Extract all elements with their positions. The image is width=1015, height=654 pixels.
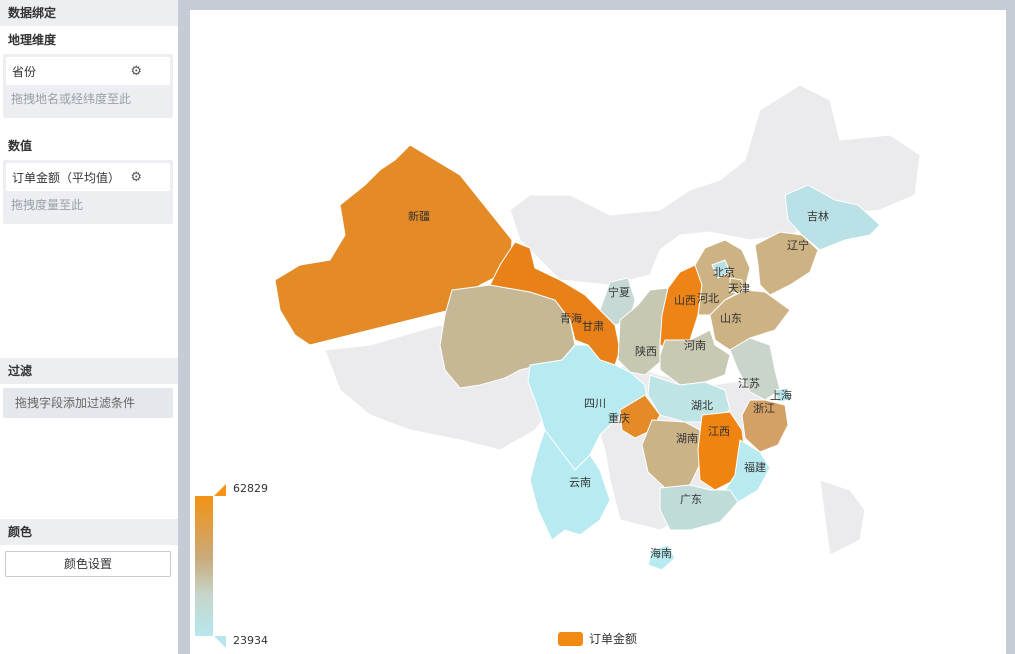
province-liaoning[interactable]: [754, 231, 819, 296]
province-fujian[interactable]: [721, 439, 771, 503]
label-liaoning: 辽宁: [787, 238, 809, 252]
value-label: 数值: [8, 139, 33, 153]
label-sichuan: 四川: [584, 397, 606, 410]
color-settings-button[interactable]: 颜色设置: [5, 551, 171, 577]
legend-min-value: 23934: [233, 634, 268, 647]
label-yunnan: 云南: [569, 476, 591, 489]
label-qinghai: 青海: [560, 311, 582, 325]
value-field-name: 订单金额（平均值）: [12, 170, 121, 185]
label-shanghai: 上海: [770, 388, 792, 402]
geo-field-name: 省份: [12, 64, 37, 79]
label-xinjiang: 新疆: [408, 209, 430, 223]
data-binding-header: 数据绑定: [0, 0, 178, 26]
value-drop-zone[interactable]: 订单金额（平均值） ⚙ 拖拽度量至此: [3, 160, 173, 224]
label-zhejiang: 浙江: [753, 402, 775, 415]
color-header: 颜色: [0, 519, 178, 545]
geo-drop-zone[interactable]: 省份 ⚙ 拖拽地名或经纬度至此: [3, 54, 173, 118]
filter-drop-zone[interactable]: 拖拽字段添加过滤条件: [3, 388, 173, 418]
geo-field-chip[interactable]: 省份 ⚙: [6, 57, 170, 85]
province-gansu[interactable]: [489, 241, 621, 366]
label-jiangxi: 江西: [708, 425, 730, 438]
province-beijing[interactable]: [711, 259, 731, 279]
label-shandong: 山东: [720, 312, 742, 325]
label-shanxi: 山西: [674, 294, 696, 307]
province-guangdong[interactable]: [659, 484, 739, 531]
province-henan[interactable]: [659, 329, 731, 386]
gear-icon[interactable]: ⚙: [130, 63, 142, 79]
province-hebei[interactable]: [694, 239, 751, 316]
province-shandong[interactable]: [709, 289, 791, 351]
china-map: 新疆 青海 甘肃 宁夏 陕西 山西 河北 北京 天津 辽宁 吉林 山东 河南 江…: [274, 84, 921, 571]
label-tianjin: 天津: [728, 282, 750, 295]
province-shanghai[interactable]: [774, 387, 791, 403]
province-zhejiang[interactable]: [741, 399, 789, 453]
map-canvas: 新疆 青海 甘肃 宁夏 陕西 山西 河北 北京 天津 辽宁 吉林 山东 河南 江…: [190, 10, 1006, 654]
label-ningxia: 宁夏: [608, 285, 630, 299]
label-shaanxi: 陕西: [635, 344, 657, 358]
label-hebei: 河北: [697, 292, 719, 305]
value-field-chip[interactable]: 订单金额（平均值） ⚙: [6, 163, 170, 191]
label-fujian: 福建: [744, 460, 766, 474]
series-swatch: [558, 631, 583, 646]
geo-dimension-label: 地理维度: [8, 33, 57, 47]
gear-icon[interactable]: ⚙: [130, 169, 142, 185]
geo-drop-hint: 拖拽地名或经纬度至此: [11, 92, 132, 106]
label-jilin: 吉林: [807, 209, 829, 223]
legend-max-value: 62829: [233, 482, 268, 495]
province-shanxi[interactable]: [659, 264, 703, 351]
label-chongqing: 重庆: [608, 411, 630, 425]
province-yunnan[interactable]: [529, 428, 611, 541]
label-guangdong: 广东: [680, 493, 702, 506]
label-gansu: 甘肃: [582, 320, 604, 333]
series-legend-item[interactable]: 订单金额: [558, 630, 637, 647]
label-hainan: 海南: [650, 546, 672, 560]
legend-max-handle[interactable]: [214, 484, 226, 496]
label-hubei: 湖北: [691, 399, 713, 412]
label-hunan: 湖南: [676, 432, 698, 445]
legend-gradient-bar[interactable]: [195, 496, 213, 636]
label-jiangsu: 江苏: [738, 377, 760, 390]
filter-header: 过滤: [0, 358, 178, 384]
province-jilin[interactable]: [784, 184, 881, 251]
province-hainan[interactable]: [647, 544, 676, 571]
series-legend-label: 订单金额: [589, 632, 638, 646]
label-henan: 河南: [684, 339, 706, 352]
legend-min-handle[interactable]: [214, 636, 226, 648]
label-beijing: 北京: [713, 265, 735, 279]
config-panel: 数据绑定 地理维度 省份 ⚙ 拖拽地名或经纬度至此 数值 订单金额（平均值） ⚙…: [0, 0, 178, 654]
value-drop-hint: 拖拽度量至此: [11, 198, 84, 212]
